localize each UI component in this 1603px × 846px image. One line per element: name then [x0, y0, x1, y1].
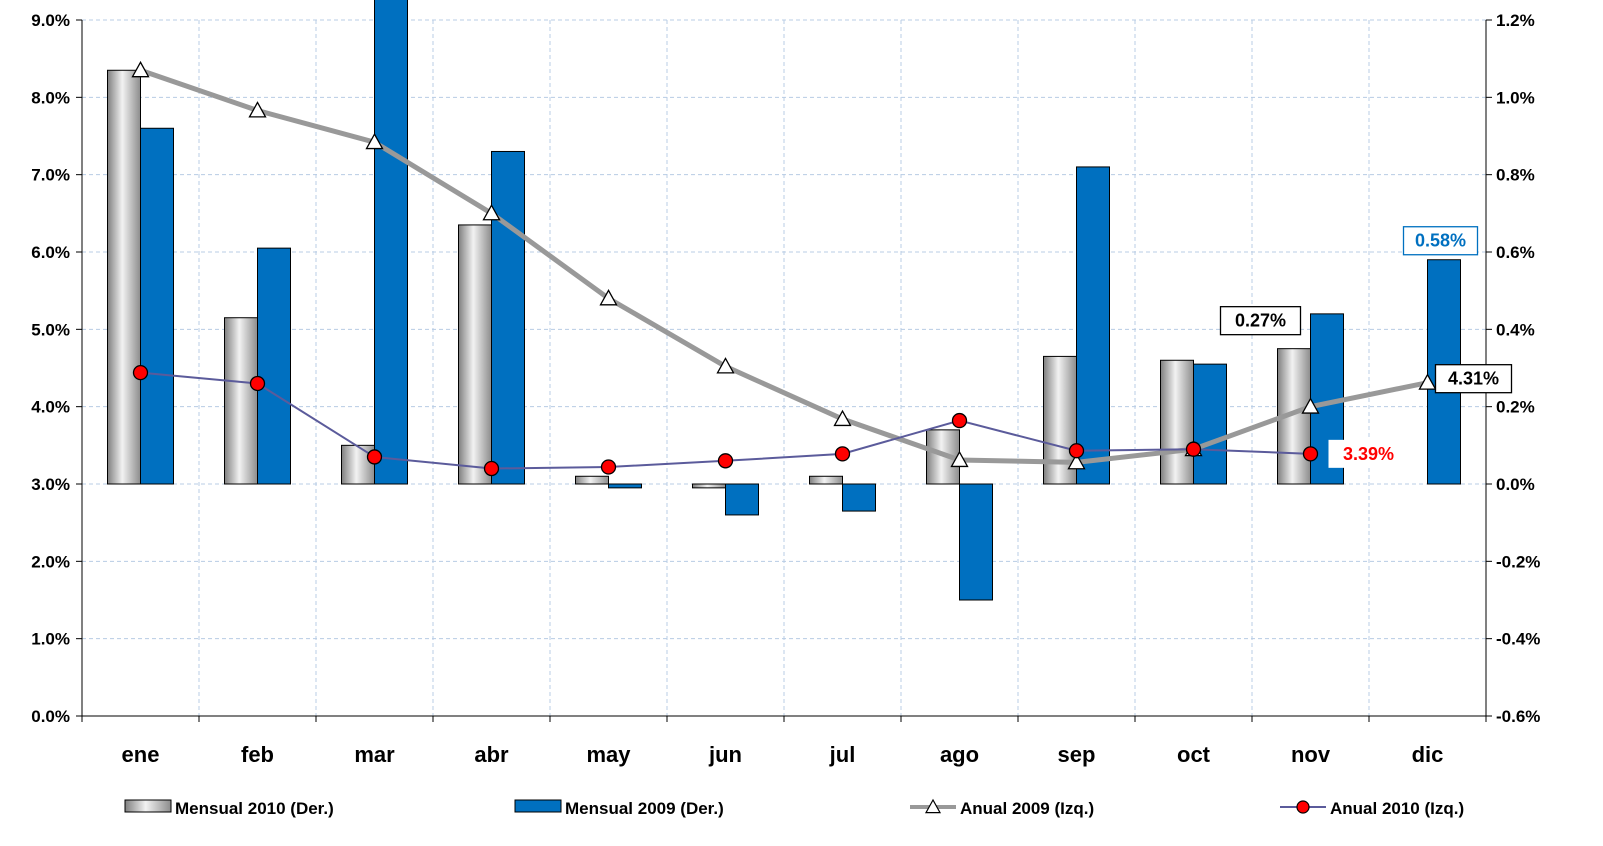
point-anual-2009: [482, 203, 501, 221]
point-anual-2009: [248, 101, 267, 118]
point-anual-2010: [1302, 446, 1319, 462]
category-label-mar: mar: [354, 742, 395, 767]
y-right-tick-label: 1.0%: [1496, 88, 1535, 107]
y-right-tick-label: 0.4%: [1496, 320, 1535, 339]
y-right-tick-label: 1.2%: [1496, 11, 1535, 30]
y-right-tick-label: -0.4%: [1496, 630, 1540, 649]
gridlines: [82, 19, 1487, 716]
bar-mensual-2010-jul: [809, 475, 843, 485]
annotation-431: 4.31%: [1448, 369, 1499, 389]
bar-mensual-2010-nov: [1277, 348, 1311, 485]
y-left-tick-label: 4.0%: [31, 398, 70, 417]
point-anual-2010: [483, 460, 500, 477]
annotation-058-box: [1402, 226, 1479, 256]
point-anual-2009: [599, 289, 618, 306]
point-anual-2010: [366, 449, 383, 465]
bar-mensual-2009-sep: [1076, 166, 1110, 485]
point-anual-2009: [950, 450, 969, 468]
point-anual-2010: [249, 375, 266, 392]
point-anual-2009: [1418, 373, 1437, 390]
point-anual-2009: [1301, 397, 1320, 414]
bar-mensual-2010-abr: [458, 224, 492, 485]
category-label-ago: ago: [940, 742, 979, 767]
y-left-tick-label: 9.0%: [31, 11, 70, 30]
lines: [131, 60, 1437, 477]
y-right-tick-label: 0.2%: [1496, 398, 1535, 417]
legend-label-anual-2010-izq: Anual 2010 (Izq.): [1330, 799, 1464, 818]
y-left-tick-label: 7.0%: [31, 166, 70, 185]
bar-mensual-2009-oct: [1193, 363, 1227, 485]
category-label-jun: jun: [708, 742, 742, 767]
y-left-tick-label: 3.0%: [31, 475, 70, 494]
bar-mensual-2009-feb: [257, 247, 291, 485]
category-label-jul: jul: [829, 742, 856, 767]
bar-mensual-2009-mar: [374, 0, 408, 485]
legend-label-anual-2009-izq: Anual 2009 (Izq.): [960, 799, 1094, 818]
y-right-tick-label: 0.0%: [1496, 475, 1535, 494]
y-left-tick-label: 0.0%: [31, 707, 70, 726]
bar-mensual-2009-jul: [842, 483, 876, 512]
point-anual-2009: [833, 409, 852, 427]
bar-mensual-2010-ene: [107, 69, 141, 485]
category-label-abr: abr: [474, 742, 509, 767]
bar-mensual-2009-ene: [140, 127, 174, 485]
bar-mensual-2010-may: [575, 475, 609, 485]
legend-marker-anual-2009-izq: [924, 798, 942, 814]
annotations: 0.58% 0.27% 4.31% 3.39%: [1219, 226, 1513, 468]
line-anual-2009: [139, 67, 1429, 465]
annotation-339: 3.39%: [1343, 444, 1394, 464]
point-anual-2010: [600, 459, 617, 475]
y-left-tick-label: 8.0%: [31, 88, 70, 107]
category-label-sep: sep: [1058, 742, 1096, 767]
y-right-tick-label: 0.6%: [1496, 243, 1535, 262]
legend-swatch-mensual-2010-der: [124, 799, 172, 813]
bar-mensual-2010-feb: [224, 317, 258, 485]
bar-mensual-2010-oct: [1160, 359, 1194, 485]
annotation-058: 0.58%: [1415, 231, 1466, 251]
y-left-tick-label: 5.0%: [31, 320, 70, 339]
category-label-dic: dic: [1412, 742, 1444, 767]
annotation-027-box: [1219, 306, 1302, 336]
y-right-tick-label: -0.6%: [1496, 707, 1540, 726]
bar-mensual-2009-may: [608, 483, 642, 489]
legend: Mensual 2010 (Der.) Mensual 2009 (Der.) An…: [124, 798, 1464, 818]
point-anual-2010: [132, 364, 149, 381]
category-label-may: may: [586, 742, 631, 767]
y-left-tick-label: 1.0%: [31, 630, 70, 649]
point-anual-2010: [717, 453, 734, 469]
category-label-oct: oct: [1177, 742, 1211, 767]
bar-mensual-2009-abr: [491, 150, 525, 485]
y-right-tick-label: -0.2%: [1496, 552, 1540, 571]
legend-swatch-mensual-2009-der: [514, 799, 562, 813]
point-anual-2009: [131, 60, 150, 78]
bar-mensual-2010-jun: [692, 483, 726, 489]
annotation-027: 0.27%: [1235, 311, 1286, 331]
y-left-tick-label: 2.0%: [31, 552, 70, 571]
bars: [107, 0, 1461, 601]
point-anual-2010: [1185, 441, 1202, 457]
legend-label-mensual-2009-der: Mensual 2009 (Der.): [565, 799, 724, 818]
point-anual-2010: [951, 412, 968, 429]
point-anual-2009: [365, 132, 384, 150]
y-left-tick-label: 6.0%: [31, 243, 70, 262]
point-anual-2010: [1068, 443, 1085, 459]
legend-label-mensual-2010-der: Mensual 2010 (Der.): [175, 799, 334, 818]
point-anual-2009: [1067, 453, 1086, 470]
bar-mensual-2009-ago: [959, 483, 993, 601]
category-label-ene: ene: [122, 742, 160, 767]
point-anual-2010: [834, 446, 851, 462]
category-label-nov: nov: [1291, 742, 1331, 767]
category-label-feb: feb: [241, 742, 274, 767]
bar-mensual-2009-jun: [725, 483, 759, 516]
y-right-tick-label: 0.8%: [1496, 166, 1535, 185]
annotation-431-box: [1434, 364, 1513, 394]
point-anual-2009: [716, 357, 735, 374]
annotation-339-box: [1328, 439, 1409, 468]
legend-marker-anual-2010-izq: [1296, 800, 1310, 814]
